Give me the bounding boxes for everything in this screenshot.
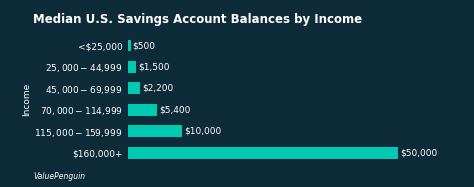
Y-axis label: Income: Income	[22, 82, 31, 116]
Bar	[128, 125, 182, 137]
Text: ValuePenguin: ValuePenguin	[33, 172, 85, 181]
Text: $5,400: $5,400	[159, 105, 191, 114]
Bar	[128, 61, 136, 73]
Bar	[128, 40, 131, 51]
Bar	[128, 82, 140, 94]
Bar	[128, 104, 157, 116]
Bar	[128, 147, 398, 159]
Text: Median U.S. Savings Account Balances by Income: Median U.S. Savings Account Balances by …	[33, 13, 362, 26]
Text: $1,500: $1,500	[138, 62, 170, 71]
Text: $2,200: $2,200	[142, 84, 173, 93]
Text: $10,000: $10,000	[184, 127, 221, 136]
Text: $500: $500	[133, 41, 155, 50]
Text: $50,000: $50,000	[400, 148, 438, 157]
